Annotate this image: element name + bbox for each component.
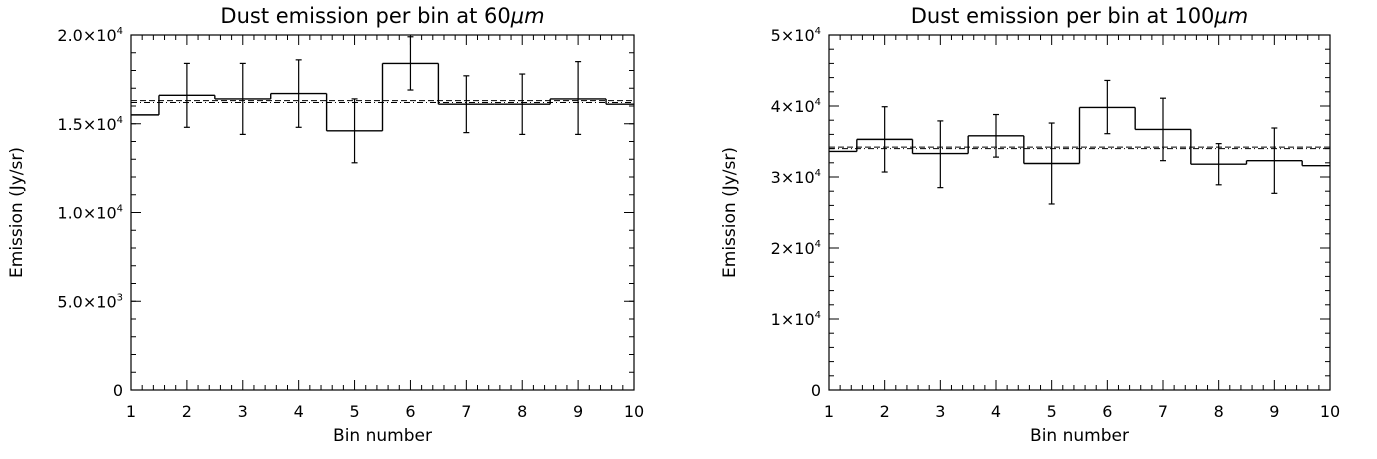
y-tick-label: 5.0×103 [57, 292, 123, 311]
x-tick-label: 2 [182, 402, 192, 421]
y-tick-exponent: 3 [117, 292, 123, 303]
x-tick-label: 4 [294, 402, 304, 421]
y-tick-label: 1×104 [771, 310, 821, 329]
x-tick-label: 7 [1158, 402, 1168, 421]
chart-title-unit: μm [1213, 4, 1248, 28]
y-tick-label: 1.5×104 [57, 115, 123, 134]
y-tick-label: 2.0×104 [57, 26, 123, 45]
x-tick-label: 3 [238, 402, 248, 421]
x-tick-label: 6 [1102, 402, 1112, 421]
chart-60um: Dust emission per bin at 60μm 1 2 3 4 5 6 7 8 9 10… [7, 4, 644, 446]
y-tick-label: 1.0×104 [57, 204, 123, 223]
x-tick-label: 7 [461, 402, 471, 421]
y-tick-label: 4×104 [771, 97, 821, 116]
y-tick-mantissa: 0 [811, 381, 821, 400]
y-tick-exponent: 4 [117, 115, 123, 126]
plot-frame [828, 34, 1331, 391]
x-tick-label: 4 [991, 402, 1001, 421]
x-tick-label: 6 [405, 402, 415, 421]
y-tick-exponent: 4 [815, 310, 821, 321]
x-tick-label: 10 [1320, 402, 1340, 421]
x-tick-label: 1 [824, 402, 834, 421]
y-tick-label: 0 [811, 381, 821, 400]
y-tick-mantissa: 2×10 [771, 239, 815, 258]
y-tick-mantissa: 5.0×10 [57, 292, 116, 311]
y-tick-label: 0 [113, 381, 123, 400]
chart-title: Dust emission per bin at 100μm [911, 4, 1249, 28]
x-tick-label: 2 [880, 402, 890, 421]
y-tick-mantissa: 2.0×10 [57, 26, 116, 45]
chart-title-text: Dust emission per bin at 100 [911, 4, 1215, 28]
y-tick-label: 5×104 [771, 26, 821, 45]
x-tick-label: 9 [573, 402, 583, 421]
x-tick-label: 5 [1047, 402, 1057, 421]
x-tick-label: 8 [1214, 402, 1224, 421]
y-tick-exponent: 4 [815, 239, 821, 250]
x-axis-label: Bin number [1030, 426, 1129, 446]
y-tick-label: 2×104 [771, 239, 821, 258]
y-tick-exponent: 4 [117, 26, 123, 37]
y-tick-exponent: 4 [815, 26, 821, 37]
y-tick-mantissa: 5×10 [771, 26, 815, 45]
y-tick-exponent: 4 [815, 168, 821, 179]
chart-title-text: Dust emission per bin at 60 [220, 4, 510, 28]
y-tick-mantissa: 1×10 [771, 310, 815, 329]
y-tick-mantissa: 1.5×10 [57, 115, 116, 134]
y-tick-mantissa: 1.0×10 [57, 204, 116, 223]
y-tick-exponent: 4 [815, 97, 821, 108]
x-tick-label: 10 [624, 402, 644, 421]
x-tick-label: 5 [349, 402, 359, 421]
chart-title: Dust emission per bin at 60μm [220, 4, 544, 28]
y-tick-mantissa: 3×10 [771, 168, 815, 187]
x-tick-label: 8 [517, 402, 527, 421]
y-tick-label: 3×104 [771, 168, 821, 187]
x-tick-label: 9 [1269, 402, 1279, 421]
x-axis-label: Bin number [333, 426, 432, 446]
y-tick-mantissa: 0 [113, 381, 123, 400]
y-tick-exponent: 4 [117, 204, 123, 215]
x-tick-label: 3 [935, 402, 945, 421]
x-tick-label: 1 [126, 402, 136, 421]
chart-title-unit: μm [510, 4, 545, 28]
y-axis-label: Emission (Jy/sr) [720, 147, 740, 278]
y-tick-mantissa: 4×10 [771, 97, 815, 116]
chart-100um: Dust emission per bin at 100μm 1 2 3 4 5 6 7 8 9 1… [720, 4, 1340, 446]
y-axis-label: Emission (Jy/sr) [7, 147, 27, 278]
